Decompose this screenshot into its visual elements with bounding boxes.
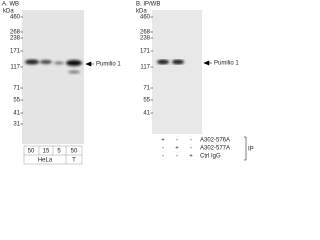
bands-a [25, 59, 82, 74]
band-label: Pumilio 1 [96, 62, 121, 68]
arrow [203, 60, 212, 66]
unit: kDa [136, 9, 147, 15]
marker-label: 55 [13, 98, 20, 104]
unit: kDa [3, 9, 14, 15]
marker-label: 117 [10, 65, 20, 71]
row-label: A302-576A [200, 138, 230, 144]
ip-mark: - [190, 146, 192, 152]
marker-label: 460 [10, 15, 21, 21]
cell-line: HeLa [38, 158, 53, 164]
marker-label: 71 [143, 86, 150, 92]
marker-label: 268 [140, 30, 151, 36]
blot-a [22, 10, 84, 144]
marker-label: 71 [13, 86, 20, 92]
marker-label: 460 [140, 15, 151, 21]
lane-load: 50 [28, 149, 35, 155]
blot-b [152, 10, 202, 134]
marker-label: 171 [10, 49, 21, 55]
ip-mark: + [161, 138, 165, 144]
marker-label: 41 [143, 111, 150, 117]
lane-load: 5 [57, 149, 61, 155]
marker-label: 55 [143, 98, 150, 104]
ip-mark: - [162, 154, 164, 160]
lane-table [23, 145, 83, 165]
bands-b [157, 59, 184, 65]
lane-load: 50 [71, 149, 78, 155]
panel-title: A. WB [2, 2, 19, 8]
row-label: A302-577A [200, 146, 230, 152]
marker-label: 238 [140, 36, 151, 42]
band-label: Pumilio 1 [214, 61, 239, 67]
lane-load: 15 [43, 149, 50, 155]
arrow [85, 61, 94, 67]
figure: A. WB kDa B. IP/WB kDa Pumilio 1 Pumilio… [2, 2, 254, 165]
ip-mark: + [175, 146, 179, 152]
marker-label: 117 [140, 65, 150, 71]
ip-mark: - [176, 154, 178, 160]
ip-mark: + [189, 154, 193, 160]
ip-mark: - [176, 138, 178, 144]
marker-label: 268 [10, 30, 21, 36]
cell-line: T [72, 158, 76, 164]
marker-label: 31 [13, 122, 20, 128]
ip-bracket [244, 136, 247, 161]
ip-mark: - [190, 138, 192, 144]
marker-label: 171 [140, 49, 151, 55]
ip-label: IP [248, 147, 254, 153]
marker-label: 41 [13, 111, 20, 117]
marker-label: 238 [10, 36, 21, 42]
ip-mark: - [162, 146, 164, 152]
row-label: Ctrl IgG [200, 154, 221, 160]
panel-title: B. IP/WB [136, 2, 160, 8]
